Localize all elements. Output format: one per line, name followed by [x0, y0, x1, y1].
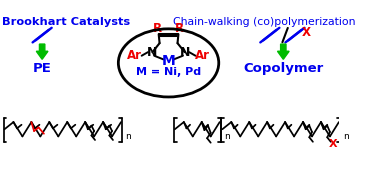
Text: Copolymer: Copolymer [243, 62, 324, 75]
Text: n: n [343, 132, 349, 141]
Text: X: X [302, 26, 311, 39]
FancyArrow shape [277, 44, 289, 59]
Text: X: X [328, 139, 337, 149]
Text: M: M [162, 54, 175, 68]
Text: n: n [224, 132, 230, 141]
Text: Brookhart Catalysts: Brookhart Catalysts [2, 17, 130, 27]
Text: R: R [175, 22, 184, 35]
FancyArrow shape [36, 44, 48, 59]
Text: N: N [180, 46, 190, 59]
Text: Ar: Ar [127, 49, 142, 62]
Text: PE: PE [33, 62, 51, 75]
Text: Chain-walking (co)polymerization: Chain-walking (co)polymerization [173, 17, 356, 27]
Text: N: N [147, 46, 158, 59]
Text: n: n [125, 132, 131, 141]
Text: Ar: Ar [195, 49, 210, 62]
Text: M = Ni, Pd: M = Ni, Pd [136, 67, 201, 77]
Text: R: R [153, 22, 163, 35]
